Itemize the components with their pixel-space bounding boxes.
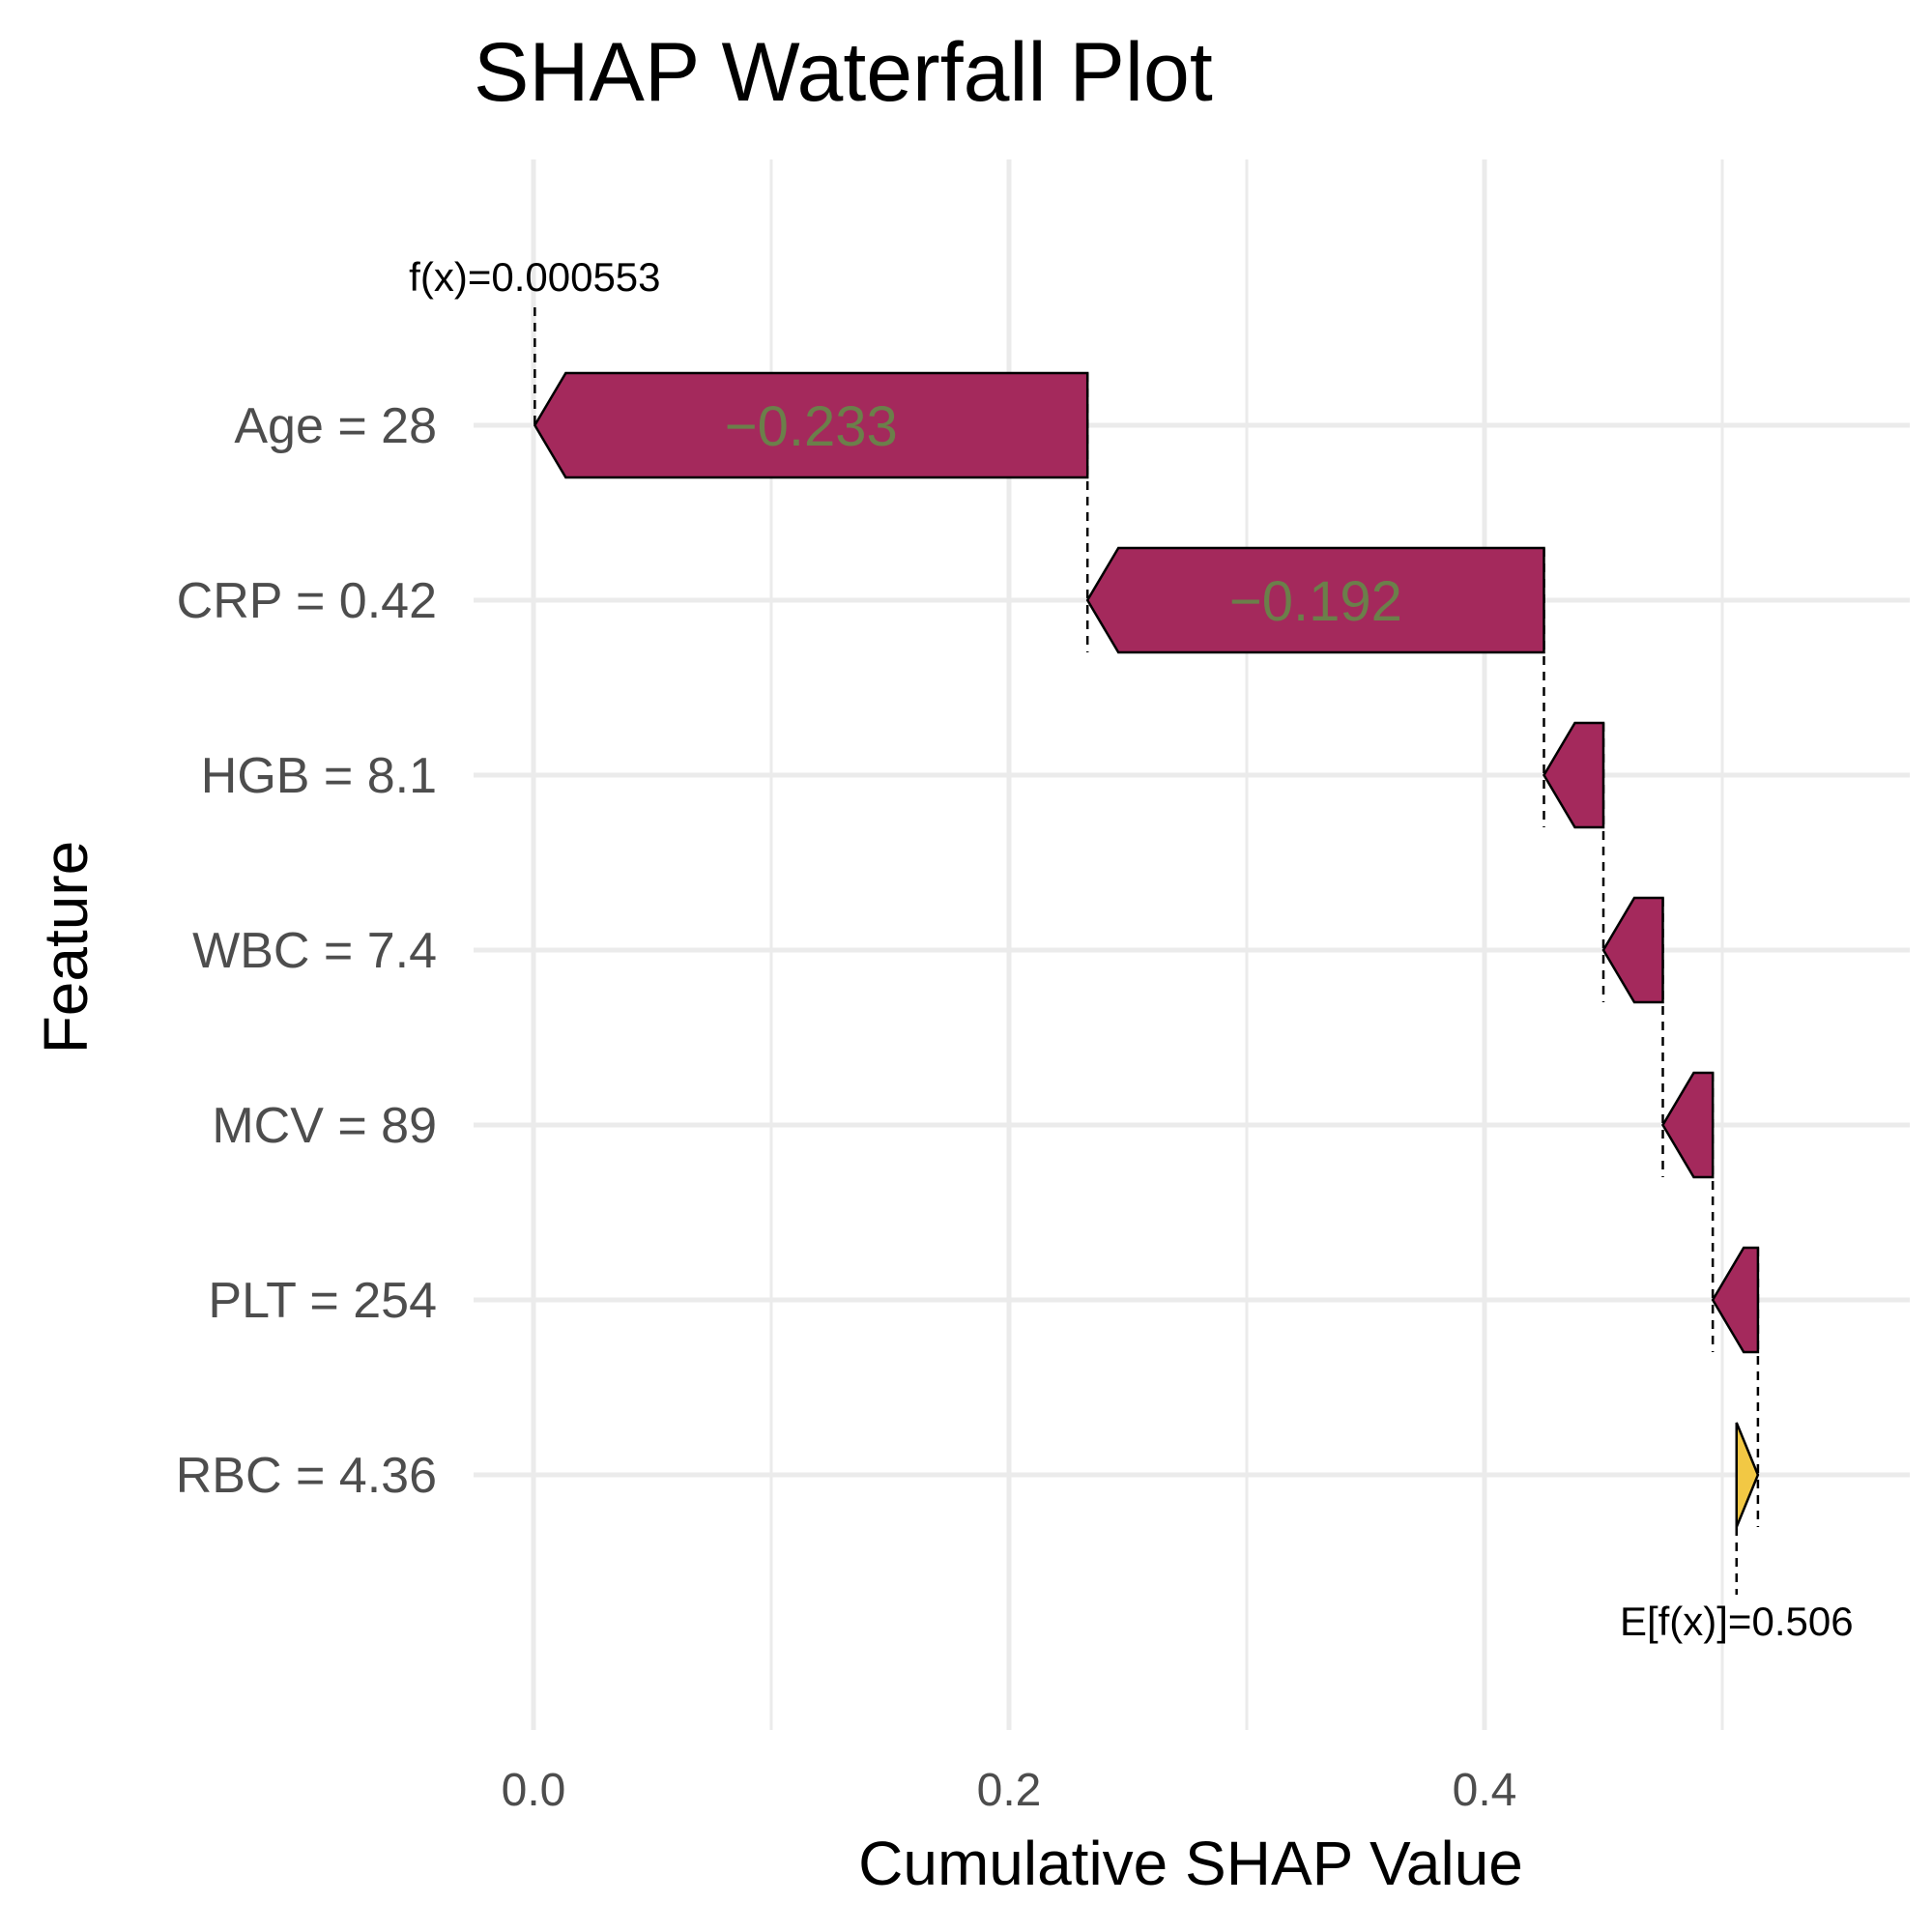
bar-rbc: [1735, 1422, 1760, 1528]
feature-label-3: WBC = 7.4: [192, 923, 437, 979]
x-axis-title: Cumulative SHAP Value: [858, 1829, 1523, 1898]
bar-plt: [1711, 1246, 1760, 1354]
bar-mcv: [1661, 1071, 1715, 1179]
base-value-annotation: E[f(x)]=0.506: [1620, 1599, 1854, 1644]
bar-wbc: [1601, 896, 1664, 1004]
feature-label-5: PLT = 254: [208, 1273, 437, 1329]
labels: 0.0 0.2 0.4 Age = 28 −0.233 CRP = 0.42 −0.192 H…: [176, 395, 1517, 1816]
feature-label-0: Age = 28: [234, 398, 437, 454]
x-tick-label-0: 0.0: [502, 1765, 566, 1816]
bars: [533, 371, 1760, 1528]
feature-label-1: CRP = 0.42: [177, 573, 437, 629]
bar-hgb: [1543, 721, 1605, 829]
feature-label-6: RBC = 4.36: [176, 1448, 437, 1504]
bar-crp: [1085, 546, 1545, 654]
grid-lines: [474, 159, 1910, 1730]
bar-age: [533, 371, 1089, 479]
x-tick-label-1: 0.2: [977, 1765, 1042, 1816]
x-tick-label-2: 0.4: [1453, 1765, 1517, 1816]
y-axis-title: Feature: [31, 841, 101, 1054]
prediction-annotation: f(x)=0.000553: [409, 254, 660, 300]
feature-label-2: HGB = 8.1: [201, 748, 437, 804]
feature-label-4: MCV = 89: [212, 1098, 437, 1154]
chart-title: SHAP Waterfall Plot: [474, 26, 1213, 119]
bar-value-label-0: −0.233: [725, 395, 898, 458]
bar-value-label-1: −0.192: [1229, 570, 1402, 633]
